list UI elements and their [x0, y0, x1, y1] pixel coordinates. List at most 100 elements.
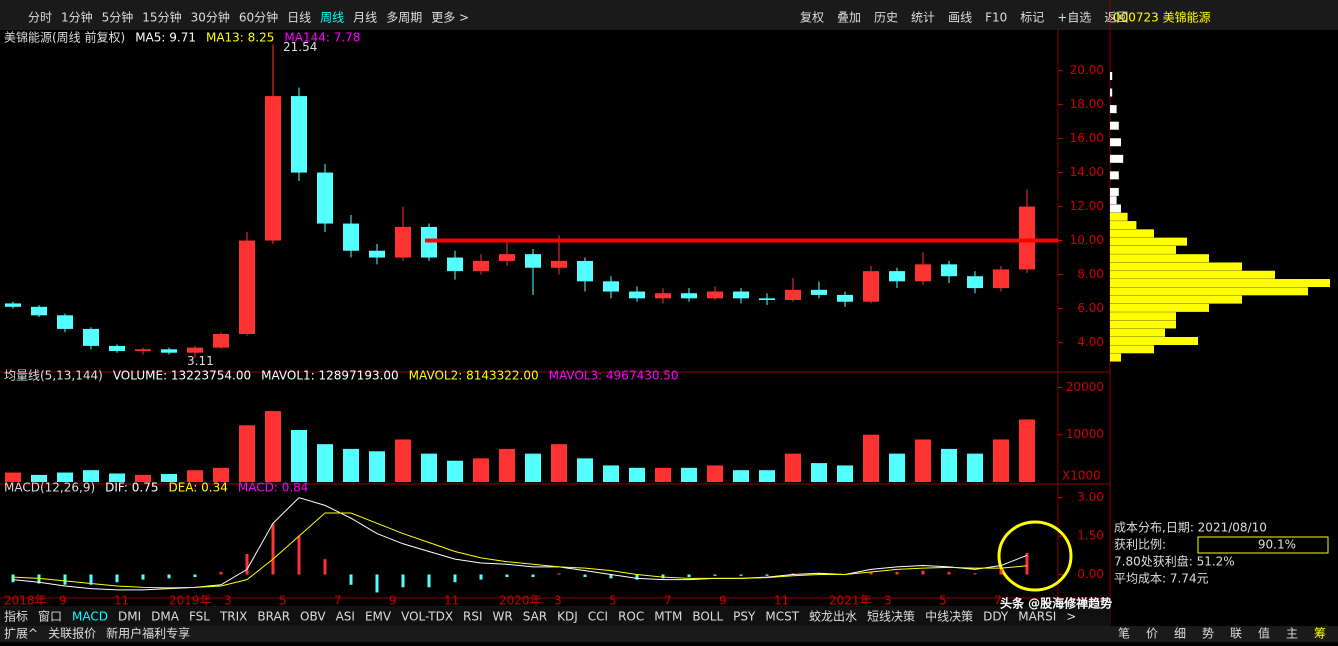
- y-tick-label: 10.00: [1070, 233, 1104, 247]
- indicator-tab[interactable]: 蛟龙出水: [809, 609, 857, 624]
- volume-bar: [369, 451, 385, 482]
- cost-bar: [1110, 88, 1113, 97]
- indicator-tab[interactable]: 短线决策: [867, 610, 915, 624]
- candle-body: [525, 254, 541, 268]
- indicator-tab[interactable]: DMI: [118, 610, 141, 624]
- period-tab[interactable]: 15分钟: [142, 10, 181, 25]
- time-label: 11: [774, 594, 789, 608]
- period-tab[interactable]: 月线: [353, 11, 377, 25]
- tool-button[interactable]: 统计: [911, 11, 935, 25]
- tool-button[interactable]: +自选: [1057, 11, 1091, 25]
- period-tab[interactable]: 5分钟: [102, 10, 134, 25]
- y-tick-label: 20.00: [1070, 63, 1104, 77]
- candle-body: [811, 289, 827, 295]
- cost-bar: [1110, 196, 1117, 205]
- indicator-tab[interactable]: SAR: [523, 610, 547, 624]
- indicator-tab[interactable]: 窗口: [38, 610, 62, 624]
- indicator-tab[interactable]: EMV: [365, 610, 392, 624]
- candle-body: [603, 281, 619, 292]
- status-item[interactable]: 关联报价: [48, 626, 96, 641]
- cost-bar: [1110, 303, 1209, 312]
- time-label: 3: [224, 594, 232, 608]
- period-tab[interactable]: 30分钟: [191, 10, 230, 25]
- status-item[interactable]: 扩展^: [4, 627, 38, 641]
- cost-bar: [1110, 138, 1121, 147]
- y-tick-label: 14.00: [1070, 165, 1104, 179]
- volume-bar: [57, 472, 73, 482]
- candle-body: [213, 334, 229, 348]
- indicator-tab[interactable]: MARSI: [1018, 610, 1056, 624]
- volume-bar: [291, 430, 307, 482]
- volume-bar: [993, 439, 1009, 482]
- cost-bar: [1110, 328, 1165, 337]
- tool-button[interactable]: 复权: [800, 11, 824, 25]
- indicator-label: MAVOL3: 4967430.50: [549, 369, 679, 383]
- side-info: 7.80处获利盘: 51.2%: [1114, 554, 1235, 569]
- candle-body: [733, 291, 749, 299]
- indicator-tab[interactable]: MTM: [654, 610, 682, 624]
- side-tab[interactable]: 值: [1258, 626, 1270, 641]
- side-tab[interactable]: 主: [1286, 627, 1298, 641]
- indicator-tab[interactable]: DDY: [983, 610, 1009, 624]
- indicator-tab[interactable]: FSL: [189, 610, 210, 624]
- indicator-tab[interactable]: MCST: [765, 610, 799, 624]
- volume-bar: [499, 448, 515, 482]
- period-tab[interactable]: 多周期: [386, 11, 422, 25]
- period-tab[interactable]: 1分钟: [61, 10, 93, 25]
- candle-body: [369, 250, 385, 258]
- candle-body: [135, 349, 151, 352]
- indicator-tab[interactable]: VOL-TDX: [401, 610, 453, 624]
- tool-button[interactable]: F10: [985, 11, 1007, 25]
- period-tab[interactable]: 分时: [28, 11, 52, 25]
- indicator-tab[interactable]: ASI: [336, 610, 355, 624]
- tool-button[interactable]: 返回: [1104, 11, 1128, 25]
- y-tick-label: 8.00: [1077, 267, 1104, 281]
- indicator-tab[interactable]: MACD: [72, 610, 108, 624]
- period-tab[interactable]: 60分钟: [239, 10, 278, 25]
- side-tab[interactable]: 笔: [1118, 626, 1130, 641]
- indicator-tab[interactable]: OBV: [300, 610, 326, 624]
- time-label: 2021年: [829, 594, 872, 608]
- indicator-tab[interactable]: KDJ: [557, 610, 578, 624]
- side-tab[interactable]: 联: [1230, 627, 1242, 641]
- period-tab[interactable]: 日线: [287, 11, 311, 25]
- period-tab[interactable]: 更多 >: [431, 11, 469, 25]
- status-item[interactable]: 新用户福利专享: [106, 626, 190, 641]
- tool-button[interactable]: 画线: [948, 11, 972, 25]
- indicator-tab[interactable]: CCI: [588, 610, 608, 624]
- dea-line: [12, 512, 1028, 589]
- candle-body: [57, 315, 73, 329]
- tool-button[interactable]: 标记: [1020, 11, 1044, 25]
- side-tab[interactable]: 价: [1146, 627, 1158, 641]
- panel-title: MACD(12,26,9): [4, 481, 95, 495]
- side-tab[interactable]: 势: [1202, 627, 1214, 641]
- indicator-tab[interactable]: DMA: [151, 610, 180, 624]
- cost-bar: [1110, 353, 1121, 362]
- indicator-tab[interactable]: TRIX: [219, 610, 247, 624]
- indicator-tab[interactable]: >: [1066, 610, 1076, 624]
- indicator-tab[interactable]: BRAR: [257, 610, 290, 624]
- side-tab[interactable]: 筹: [1314, 627, 1326, 641]
- time-label: 9: [59, 594, 67, 608]
- volume-bar: [759, 470, 775, 482]
- indicator-tab[interactable]: RSI: [463, 610, 483, 624]
- cost-bar: [1110, 154, 1124, 163]
- tool-button[interactable]: 历史: [874, 11, 898, 25]
- indicator-tab[interactable]: 指标: [4, 609, 28, 624]
- indicator-tab[interactable]: PSY: [733, 610, 756, 624]
- indicator-tab[interactable]: BOLL: [692, 610, 723, 624]
- candle-body: [681, 293, 697, 299]
- indicator-tab[interactable]: 中线决策: [925, 609, 973, 624]
- cost-bar: [1110, 204, 1121, 213]
- cost-bar: [1110, 287, 1308, 296]
- side-info: 90.1%: [1258, 538, 1296, 552]
- y-tick-label: 1.50: [1077, 529, 1104, 543]
- tool-button[interactable]: 叠加: [837, 11, 861, 25]
- panel-title: 均量线(5,13,144): [4, 369, 103, 383]
- watermark: 头条 @股海修禅趋势: [1000, 596, 1112, 611]
- cost-bar: [1110, 270, 1275, 279]
- period-tab[interactable]: 周线: [320, 11, 344, 25]
- indicator-tab[interactable]: ROC: [618, 610, 644, 624]
- side-tab[interactable]: 细: [1174, 627, 1186, 641]
- indicator-tab[interactable]: WR: [493, 610, 513, 624]
